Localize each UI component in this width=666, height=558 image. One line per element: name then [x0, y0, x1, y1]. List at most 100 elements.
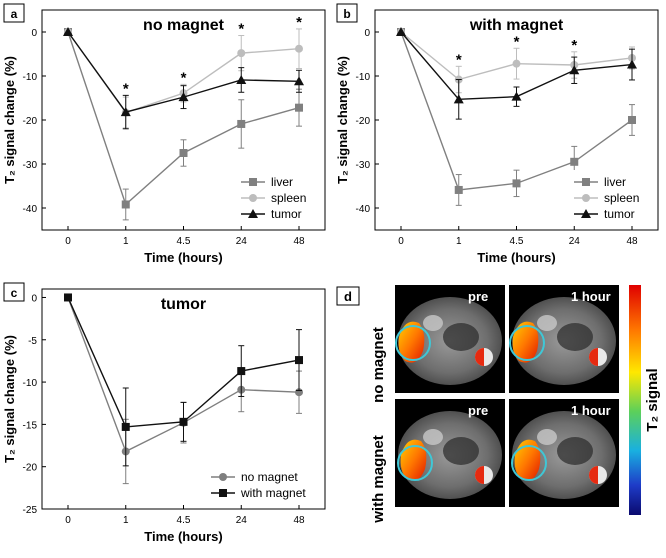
data-point: [570, 157, 579, 166]
y-tick-label: -20: [23, 463, 38, 474]
data-point: [237, 49, 246, 58]
legend-marker: [219, 489, 227, 497]
x-tick-label: 0: [65, 236, 71, 247]
data-point: [120, 107, 131, 117]
data-point: [295, 44, 303, 53]
x-tick-label: 1: [123, 236, 129, 247]
x-tick-label: 4.5: [510, 236, 524, 247]
panel-label: a: [11, 7, 18, 21]
y-axis-label: T₂ signal change (%): [2, 335, 17, 463]
series-with-magnet: [64, 293, 303, 467]
x-tick-label: 1: [456, 236, 462, 247]
series-no-magnet: [64, 293, 303, 485]
significance-marker: *: [456, 51, 462, 68]
significance-marker: *: [123, 80, 129, 97]
data-point: [179, 149, 188, 157]
mri-image-no-magnet-1-hour: 1 hour: [509, 285, 619, 393]
colorbar: [629, 285, 641, 515]
data-point: [121, 200, 130, 209]
series-tumor: [396, 27, 637, 120]
legend-marker: [249, 194, 257, 202]
legend-marker: [248, 209, 258, 218]
x-tick-label: 48: [293, 515, 305, 526]
panel-d-label: d: [344, 289, 352, 304]
column-label-1-hour-2: 1 hour: [571, 403, 611, 418]
panel-label: b: [343, 7, 350, 21]
x-axis-label: Time (hours): [144, 529, 223, 544]
chart-title: no magnet: [143, 17, 225, 34]
x-tick-label: 4.5: [177, 515, 191, 526]
panel-label-box: [336, 3, 358, 23]
panel-a: a no magnet 0 -10 -20 -30 -40 0 1 4.5 24 48 Time (ho…: [0, 0, 333, 276]
y-tick-label: 0: [364, 28, 370, 39]
data-point: [628, 116, 636, 124]
y-tick-label: -25: [23, 505, 38, 516]
x-tick-label: 24: [236, 236, 248, 247]
data-point: [295, 356, 303, 365]
data-point: [237, 119, 246, 128]
panel-d: d no magnet with magnet pre 1 hour: [333, 279, 666, 553]
legend-marker: [582, 194, 590, 202]
data-point: [179, 417, 188, 426]
significance-marker: *: [296, 14, 302, 31]
legend-marker: [219, 473, 227, 481]
y-tick-label: -20: [23, 116, 38, 127]
mri-image-no-magnet-pre: pre: [395, 285, 505, 393]
panel-label-box: [3, 282, 25, 302]
x-axis-label: Time (hours): [477, 250, 556, 265]
column-label-pre-2: pre: [468, 403, 488, 418]
y-tick-label: -30: [23, 160, 38, 171]
data-point: [236, 74, 247, 84]
y-tick-label: -40: [356, 204, 371, 215]
significance-marker: *: [514, 33, 520, 50]
colorbar-label: T₂ signal: [644, 368, 661, 431]
significance-marker: *: [181, 69, 187, 86]
x-tick-label: 24: [569, 236, 581, 247]
x-tick-label: 0: [65, 515, 71, 526]
data-point: [512, 59, 521, 68]
panel-label-box: [3, 3, 25, 23]
legend-label: spleen: [271, 191, 306, 205]
panel-c: c tumor 0 -5 -10 -15 -20 -25 0 1 4.5 24 48 Time (hour…: [0, 279, 333, 553]
chart-a: a no magnet 0 -10 -20 -30 -40 0 1 4.5 24 48 Time (ho…: [2, 3, 326, 265]
data-point: [178, 92, 189, 102]
column-label-pre-1: pre: [468, 289, 488, 304]
data-point: [295, 103, 303, 112]
legend-marker: [582, 178, 590, 186]
panel-b: b with magnet 0 -10 -20 -30 -40 0 1 4.5 24 48 Time (…: [333, 0, 666, 276]
mri-figure: d no magnet with magnet pre 1 hour: [336, 285, 661, 524]
data-point: [627, 59, 637, 69]
data-point: [396, 27, 406, 36]
row-label-no-magnet: no magnet: [370, 327, 387, 403]
data-point: [453, 94, 464, 104]
x-tick-label: 0: [398, 236, 404, 247]
y-tick-label: -40: [23, 204, 38, 215]
chart-c: c tumor 0 -5 -10 -15 -20 -25 0 1 4.5 24 48 Time (hour…: [2, 282, 326, 544]
data-point: [511, 91, 522, 101]
y-tick-label: -30: [356, 160, 371, 171]
y-tick-label: -10: [23, 378, 38, 389]
y-tick-label: -10: [23, 72, 38, 83]
x-tick-label: 48: [626, 236, 638, 247]
chart-title: tumor: [161, 296, 206, 313]
y-tick-label: -5: [28, 336, 37, 347]
legend-label: liver: [271, 175, 293, 189]
column-label-1-hour-1: 1 hour: [571, 289, 611, 304]
x-axis-label: Time (hours): [144, 250, 223, 265]
x-tick-label: 48: [293, 236, 305, 247]
legend-marker: [249, 178, 257, 186]
y-tick-label: -15: [23, 420, 38, 431]
y-tick-label: -10: [356, 72, 371, 83]
x-tick-label: 24: [236, 515, 248, 526]
y-tick-label: 0: [31, 28, 37, 39]
significance-marker: *: [571, 37, 577, 54]
y-axis-label: T₂ signal change (%): [335, 56, 350, 184]
data-point: [63, 27, 73, 36]
legend-label: no magnet: [241, 470, 298, 484]
series-tumor: [63, 27, 304, 130]
y-tick-label: 0: [31, 293, 37, 304]
data-point: [512, 179, 521, 188]
data-point: [64, 293, 72, 302]
data-point: [454, 185, 463, 194]
y-axis-label: T₂ signal change (%): [2, 56, 17, 184]
